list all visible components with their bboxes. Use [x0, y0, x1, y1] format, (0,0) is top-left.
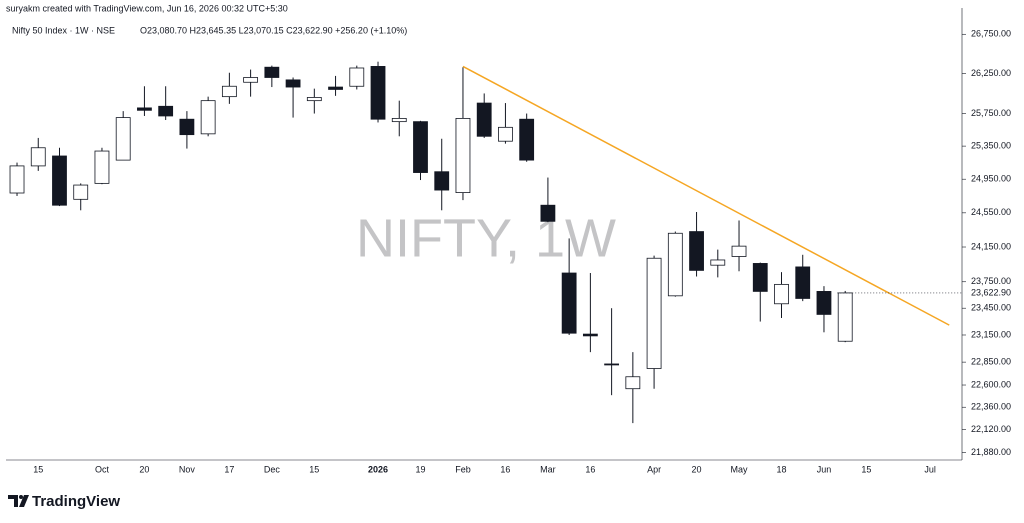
y-tick-label: 22,360.00 — [971, 402, 1011, 412]
x-tick-label: May — [731, 464, 749, 474]
x-tick-label: 15 — [861, 464, 871, 474]
y-tick-label: 23,450.00 — [971, 303, 1011, 313]
candle-body — [646, 257, 662, 369]
candle-body — [137, 107, 152, 111]
x-tick-label: 16 — [585, 464, 595, 474]
candle-body — [816, 291, 832, 315]
last-price-label: 23,622.90 — [971, 287, 1011, 297]
x-tick-label: Jun — [817, 464, 832, 474]
candle-body — [667, 232, 683, 297]
x-tick-label: Jul — [924, 464, 936, 474]
x-tick-label: Mar — [540, 464, 556, 474]
legend-symbol: Nifty 50 Index · 1W · NSE — [12, 25, 115, 35]
trendline — [462, 65, 950, 326]
candle-body — [498, 126, 513, 142]
candle-body — [710, 259, 726, 266]
y-tick-label: 24,150.00 — [971, 241, 1011, 251]
watermark: NIFTY, 1W — [356, 208, 616, 268]
candle-body — [689, 231, 704, 271]
y-tick-label: 25,350.00 — [971, 140, 1011, 150]
y-tick-label: 24,950.00 — [971, 174, 1011, 184]
candle-body — [837, 292, 853, 342]
candle-body — [73, 184, 89, 200]
y-tick-label: 22,600.00 — [971, 379, 1011, 389]
candle-body — [795, 266, 811, 299]
y-tick-label: 25,750.00 — [971, 108, 1011, 118]
candle-body — [391, 117, 407, 123]
candle-body — [752, 263, 768, 292]
candle-body — [264, 66, 280, 78]
candle-body — [200, 100, 216, 135]
x-tick-label: Oct — [95, 464, 110, 474]
candle-body — [158, 105, 174, 117]
candle-body — [9, 165, 25, 194]
logo: TradingView — [8, 493, 120, 510]
candle-body — [582, 333, 598, 337]
candle-body — [476, 102, 492, 137]
x-tick-label: Dec — [264, 464, 281, 474]
candle-body — [434, 171, 450, 191]
candle-body — [455, 117, 471, 193]
x-tick-label: Feb — [455, 464, 471, 474]
y-tick-label: 22,120.00 — [971, 424, 1011, 434]
candle-body — [625, 376, 641, 390]
x-tick-label: 20 — [692, 464, 702, 474]
y-tick-label: 26,750.00 — [971, 29, 1011, 39]
header: suryakm created with TradingView.com, Ju… — [6, 3, 288, 13]
logo-dot — [19, 495, 23, 499]
y-tick-label: 23,150.00 — [971, 329, 1011, 339]
candle-body — [221, 85, 237, 98]
candle-body — [306, 97, 322, 102]
candle-body — [370, 66, 386, 120]
x-tick-label: Apr — [647, 464, 661, 474]
candle-body — [179, 118, 195, 136]
x-tick-label: 20 — [139, 464, 149, 474]
candle-body — [285, 79, 301, 88]
candle-body — [349, 67, 365, 87]
candle-body — [94, 150, 110, 184]
candle-body — [561, 272, 577, 334]
x-tick-label: 15 — [309, 464, 319, 474]
candle-body — [774, 283, 789, 305]
y-tick-label: 23,750.00 — [971, 276, 1011, 286]
logo-icon — [8, 495, 29, 507]
candle-body — [731, 245, 747, 257]
x-tick-label: 19 — [415, 464, 425, 474]
candle-body — [243, 77, 259, 83]
candle-body — [519, 118, 535, 161]
candle-body — [604, 363, 620, 366]
candle-body — [328, 86, 343, 90]
x-tick-label: Nov — [179, 464, 196, 474]
x-tick-label: 16 — [500, 464, 510, 474]
y-tick-label: 21,880.00 — [971, 447, 1011, 457]
candle-body — [52, 155, 67, 206]
x-tick-label: 2026 — [368, 464, 388, 474]
y-tick-label: 26,250.00 — [971, 68, 1011, 78]
y-tick-label: 24,550.00 — [971, 207, 1011, 217]
x-tick-label: 18 — [776, 464, 786, 474]
x-tick-label: 15 — [33, 464, 43, 474]
legend-ohlc: O23,080.70 H23,645.35 L23,070.15 C23,622… — [140, 25, 407, 35]
x-tick-label: 17 — [224, 464, 234, 474]
brand: TradingView — [32, 493, 120, 510]
candle-body — [413, 121, 428, 173]
candle-body — [540, 204, 556, 222]
candle-body — [115, 117, 131, 161]
candle-body — [30, 147, 46, 167]
y-tick-label: 22,850.00 — [971, 357, 1011, 367]
